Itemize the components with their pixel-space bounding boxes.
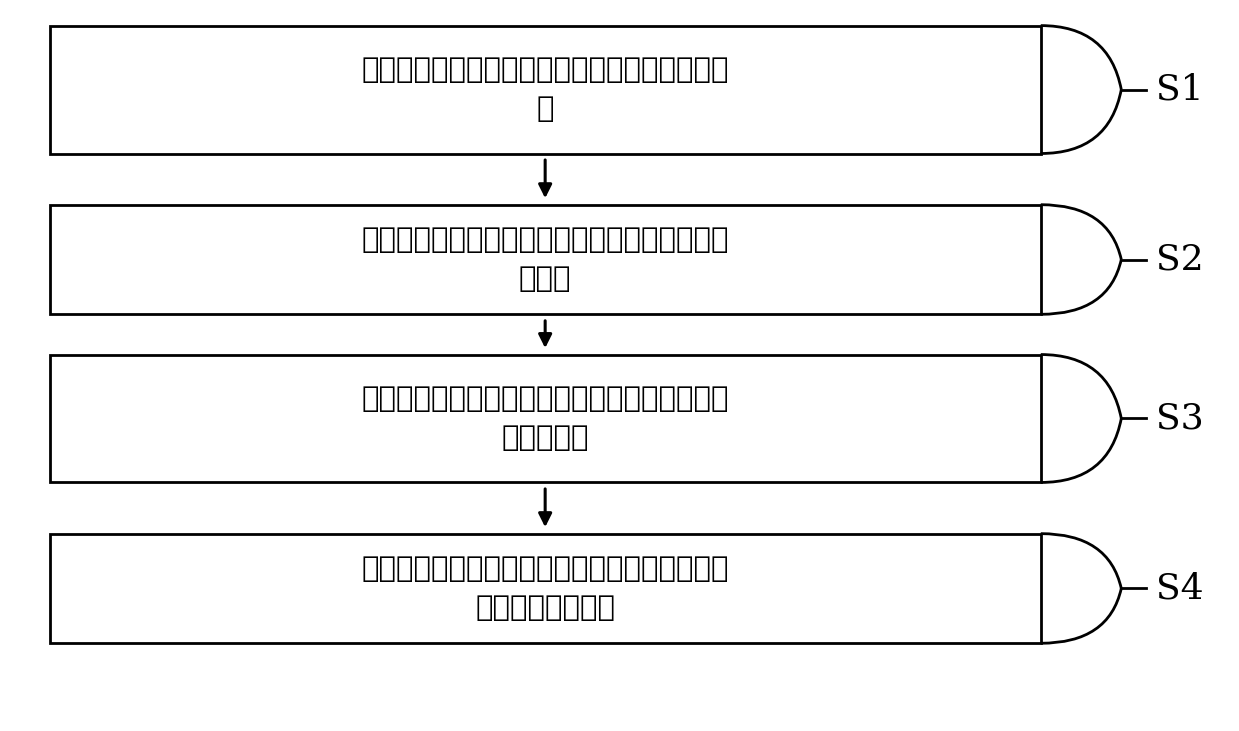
Text: S3: S3 [1156,401,1204,436]
Bar [50,26,1041,154]
Text: 获取与大田作物叶片对应的待处理多光谱遥感数
据: 获取与大田作物叶片对应的待处理多光谱遥感数 据 [362,56,729,123]
Text: S4: S4 [1156,572,1203,605]
Text: 基于所述植被指数数据进行图像合成操作，以得
到目标图像: 基于所述植被指数数据进行图像合成操作，以得 到目标图像 [362,385,729,452]
Bar [50,534,1041,643]
FancyArrowPatch shape [540,321,550,345]
FancyArrowPatch shape [540,489,550,524]
Text: S2: S2 [1156,243,1203,276]
Bar [50,205,1041,314]
Text: S1: S1 [1156,72,1203,107]
FancyArrowPatch shape [540,160,550,195]
Text: 处理所述待处理多光谱遥感数据，以得到植被指
数数据: 处理所述待处理多光谱遥感数据，以得到植被指 数数据 [362,226,729,293]
Bar [50,355,1041,482]
Text: 根据预设反演模型处理所述目标图像，以得到当
前作物含水量信息: 根据预设反演模型处理所述目标图像，以得到当 前作物含水量信息 [362,555,729,622]
